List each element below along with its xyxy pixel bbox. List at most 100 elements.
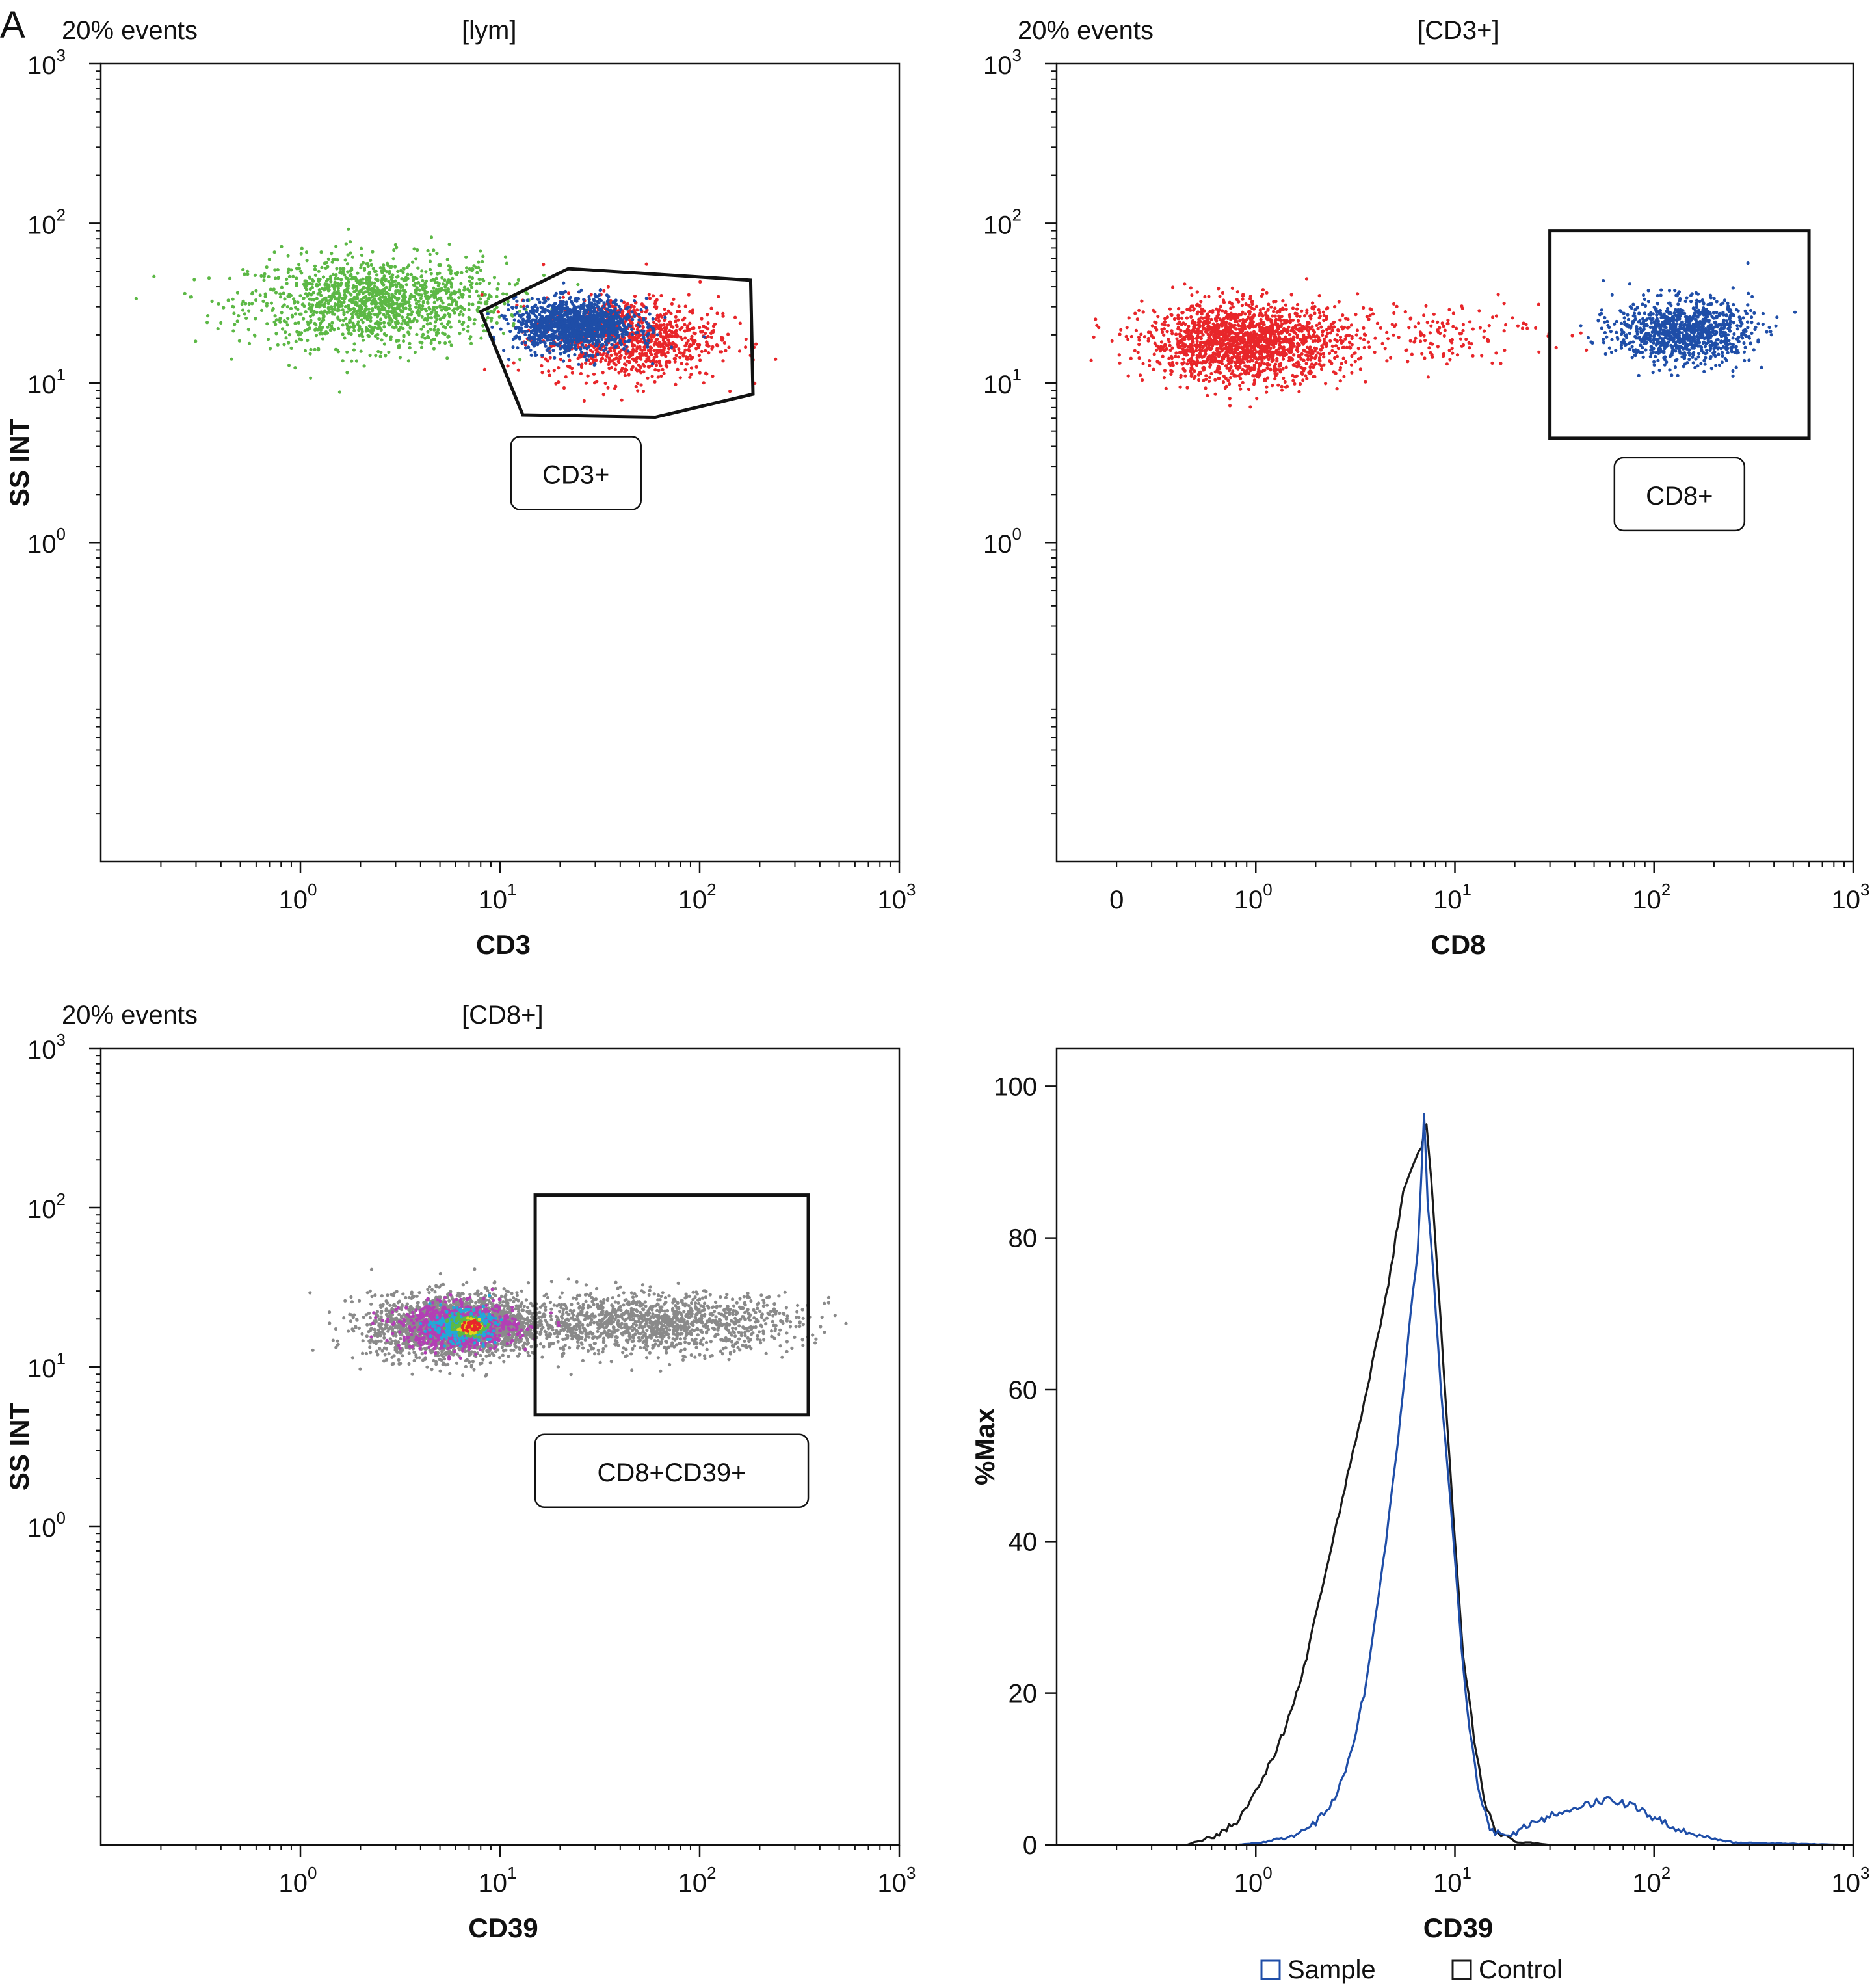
data-point (687, 349, 691, 353)
data-point (267, 274, 271, 279)
data-point (683, 368, 687, 372)
data-point (378, 321, 382, 325)
data-point (614, 321, 618, 325)
data-point (674, 328, 678, 332)
data-point (398, 289, 402, 293)
data-point (343, 289, 347, 293)
data-point (636, 328, 640, 332)
data-point (618, 350, 622, 354)
data-point (646, 341, 650, 345)
data-point (286, 254, 290, 258)
data-point (1118, 332, 1122, 336)
data-point (562, 339, 566, 343)
data-point (552, 331, 556, 335)
data-point (376, 291, 380, 295)
data-point (564, 302, 568, 306)
data-point (310, 285, 314, 289)
data-point (689, 373, 693, 377)
data-point (313, 273, 317, 277)
data-point (440, 287, 443, 291)
data-point (638, 352, 642, 356)
data-point (1240, 303, 1244, 308)
data-point (322, 288, 326, 292)
data-point (663, 315, 667, 319)
data-point (334, 347, 338, 351)
data-point (650, 375, 654, 378)
data-point (404, 301, 408, 305)
data-point (396, 274, 400, 278)
data-point (351, 298, 355, 302)
data-point (1133, 349, 1137, 352)
data-point (1359, 356, 1363, 360)
data-point (217, 302, 220, 306)
data-point (637, 318, 641, 322)
data-point (408, 297, 412, 301)
data-point (344, 317, 348, 321)
data-point (539, 317, 543, 321)
data-point (1185, 316, 1189, 320)
data-point (347, 298, 352, 302)
data-point (542, 273, 546, 277)
data-point (691, 339, 695, 343)
data-point (401, 339, 406, 343)
data-point (1255, 323, 1259, 326)
data-point (651, 362, 655, 366)
data-point (371, 295, 375, 298)
data-point (618, 339, 622, 343)
data-point (350, 316, 354, 320)
data-point (438, 317, 442, 321)
data-point (627, 315, 631, 319)
data-point (310, 282, 314, 286)
data-point (574, 297, 578, 300)
data-point (1247, 371, 1251, 375)
data-point (620, 398, 624, 402)
data-point (1347, 334, 1351, 338)
data-point (328, 298, 332, 302)
data-point (352, 307, 356, 311)
data-point (449, 272, 453, 276)
data-point (267, 258, 271, 261)
data-point (253, 273, 257, 277)
data-point (646, 349, 651, 352)
data-point (582, 298, 586, 302)
data-point (423, 283, 427, 287)
data-point (429, 327, 433, 332)
data-point (1158, 362, 1162, 366)
data-point (1137, 308, 1141, 312)
data-point (356, 320, 360, 324)
data-point (1230, 286, 1234, 290)
data-point (696, 342, 700, 347)
data-point (580, 354, 584, 358)
data-point (613, 307, 617, 311)
data-point (341, 319, 345, 323)
data-point (285, 323, 289, 327)
data-point (568, 365, 572, 369)
data-point (321, 325, 324, 330)
data-point (653, 380, 657, 384)
data-point (652, 334, 656, 338)
data-point (206, 314, 210, 318)
data-point (661, 367, 665, 371)
data-point (583, 354, 587, 358)
data-point (1154, 326, 1157, 330)
data-point (360, 318, 364, 322)
data-point (738, 321, 742, 325)
data-point (545, 319, 549, 323)
data-point (401, 306, 406, 310)
data-point (665, 365, 669, 369)
data-point (481, 324, 485, 328)
data-point (542, 340, 546, 344)
data-point (1349, 323, 1353, 327)
data-point (1211, 310, 1215, 314)
data-point (342, 312, 346, 317)
data-point (1204, 330, 1208, 334)
data-point (709, 306, 713, 310)
data-point (639, 348, 643, 352)
data-point (291, 274, 295, 278)
data-point (417, 313, 421, 317)
data-point (607, 295, 611, 298)
data-point (395, 246, 399, 250)
data-point (1296, 349, 1300, 354)
data-point (339, 301, 344, 305)
